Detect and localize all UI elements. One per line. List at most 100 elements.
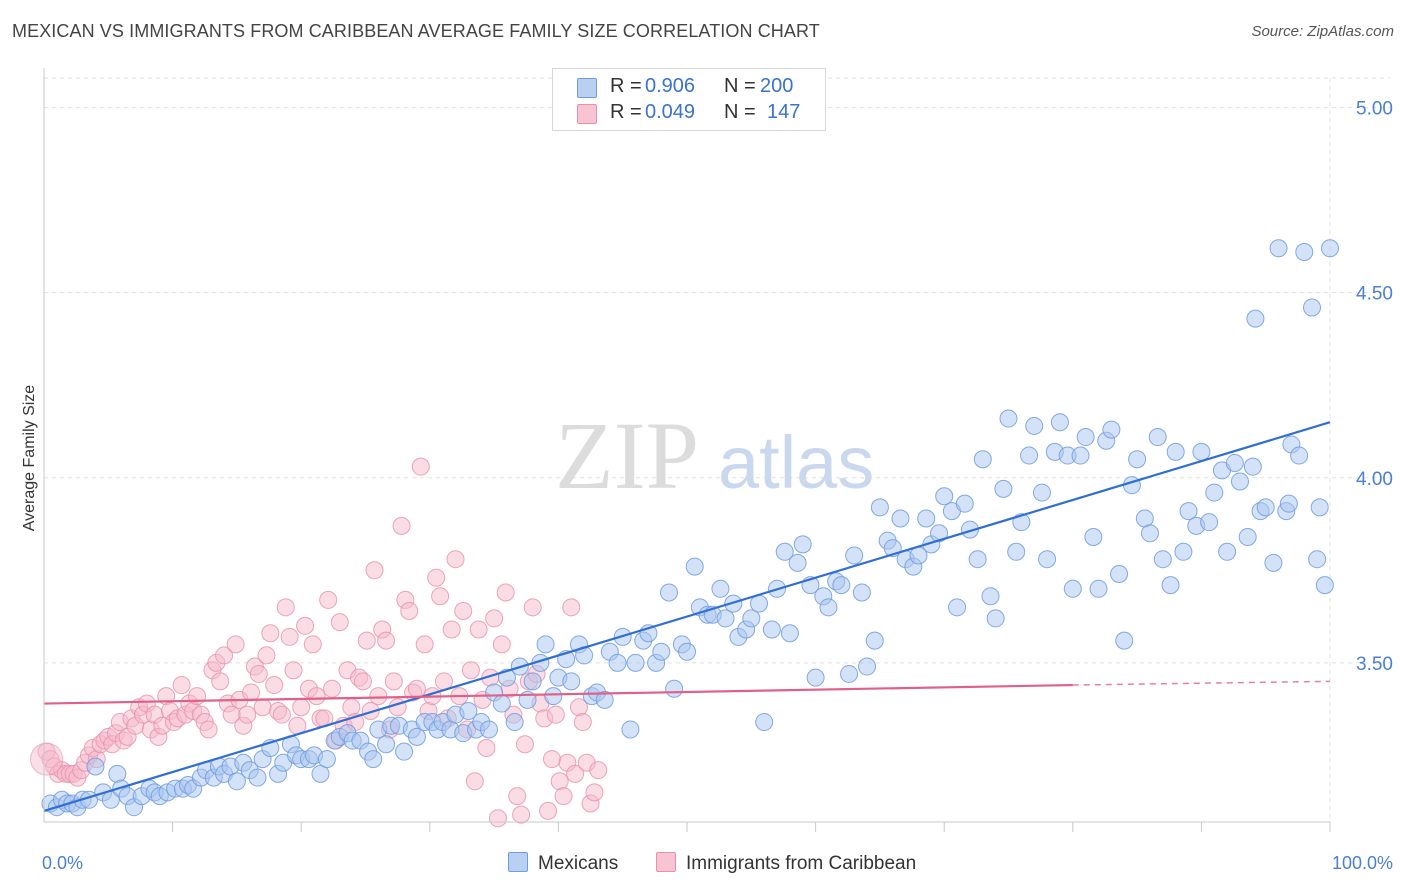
caribbean-point: [539, 801, 558, 820]
mexicans-point: [780, 624, 799, 643]
grid: [44, 77, 1390, 822]
caribbean-point: [265, 676, 284, 695]
caribbean-point: [357, 631, 376, 650]
mexicans-point: [935, 487, 954, 506]
caribbean-point: [226, 635, 245, 654]
caribbean-point: [211, 672, 230, 691]
caribbean-point: [365, 561, 384, 580]
caribbean-point: [542, 750, 561, 769]
caribbean-point: [554, 787, 573, 806]
mexicans-point: [852, 583, 871, 602]
caribbean-point: [415, 635, 434, 654]
caribbean-point: [392, 516, 411, 535]
caribbean-point: [496, 583, 515, 602]
legend-n-value: 147: [767, 101, 801, 123]
mexicans-point: [665, 679, 684, 698]
mexicans-point: [1007, 542, 1026, 561]
y-tick-label: 3.50: [1356, 654, 1393, 675]
mexicans-point: [108, 764, 127, 783]
caribbean-point: [361, 701, 380, 720]
caribbean-point: [488, 809, 507, 828]
mexicans-point: [492, 694, 511, 713]
mexicans-point: [1115, 631, 1134, 650]
mexicans-point: [227, 772, 246, 791]
mexicans-point: [930, 524, 949, 543]
mexicans-point: [793, 535, 812, 554]
mexicans-point: [1200, 513, 1219, 532]
legend-item-caribbean[interactable]: Immigrants from Caribbean: [656, 852, 916, 875]
caribbean-point: [215, 646, 234, 665]
mexicans-point: [1246, 309, 1265, 328]
mexicans-point: [917, 509, 936, 528]
caribbean-point: [276, 598, 295, 617]
caribbean-point: [546, 705, 565, 724]
mexicans-point: [608, 653, 627, 672]
caribbean-point: [523, 598, 542, 617]
caribbean-point: [585, 783, 604, 802]
caribbean-point: [242, 683, 261, 702]
mexicans-point: [621, 720, 640, 739]
caribbean-point: [330, 613, 349, 632]
mexicans-point: [1269, 239, 1288, 258]
mexicans-point: [659, 583, 678, 602]
caribbean-point: [261, 624, 280, 643]
y-axis-label: Average Family Size: [21, 385, 38, 532]
axes: 3.50 4.00 4.50 5.00 0.0% 100.0%: [42, 68, 1393, 873]
mexicans-point: [1205, 483, 1224, 502]
mexicans-point: [86, 757, 105, 776]
mexicans-point: [1315, 576, 1334, 595]
legend-item-mexicans[interactable]: Mexicans: [508, 852, 618, 875]
mexicans-point: [1128, 450, 1147, 469]
legend-n-value: 200: [760, 75, 794, 97]
mexicans-point: [248, 768, 267, 787]
caribbean-point: [249, 664, 268, 683]
mexicans-point: [716, 609, 735, 628]
mexicans-point: [652, 642, 671, 661]
y-tick-label: 4.00: [1356, 469, 1393, 490]
legend-r-label: R =: [610, 101, 642, 123]
mexicans-point: [788, 553, 807, 572]
mexicans-point: [1308, 550, 1327, 569]
mexicans-point: [1071, 446, 1090, 465]
mexicans-point: [845, 546, 864, 565]
caribbean-point: [284, 661, 303, 680]
caribbean-point: [411, 457, 430, 476]
legend-r-value: 0.906: [645, 75, 696, 97]
mexicans-point: [1238, 527, 1257, 546]
legend-swatch-mexicans: [508, 852, 528, 872]
legend-label-mexicans: Mexicans: [538, 853, 619, 874]
mexicans-point: [1310, 498, 1329, 517]
caribbean-point: [407, 679, 426, 698]
caribbean-point: [342, 698, 361, 717]
mexicans-point: [870, 498, 889, 517]
caribbean-point: [292, 698, 311, 717]
mexicans-point: [981, 587, 1000, 606]
mexicans-point: [407, 727, 426, 746]
caribbean-point: [512, 805, 531, 824]
mexicans-point: [678, 642, 696, 661]
mexicans-point: [1264, 553, 1283, 572]
caribbean-point: [508, 787, 527, 806]
mexicans-point: [865, 631, 884, 650]
caribbean-point: [477, 738, 496, 757]
caribbean-point: [377, 631, 396, 650]
caribbean-point: [272, 705, 291, 724]
caribbean-point: [454, 602, 473, 621]
mexicans-trendline: [43, 421, 1331, 812]
chart-title: MEXICAN VS IMMIGRANTS FROM CARIBBEAN AVE…: [12, 21, 820, 41]
watermark-zip: ZIP: [555, 402, 699, 509]
caribbean-point: [323, 679, 342, 698]
trendlines: [43, 421, 1331, 812]
caribbean-point: [199, 720, 218, 739]
legend-label-caribbean: Immigrants from Caribbean: [686, 853, 917, 874]
caribbean-point: [303, 635, 322, 654]
mexicans-point: [1063, 579, 1082, 598]
mexicans-point: [762, 620, 781, 639]
mexicans-point: [755, 713, 774, 732]
caribbean-point: [461, 661, 480, 680]
mexicans-point: [806, 668, 825, 687]
caribbean-point: [465, 772, 484, 791]
mexicans-point: [775, 542, 794, 561]
mexicans-point: [395, 742, 414, 761]
mexicans-point: [742, 609, 761, 628]
